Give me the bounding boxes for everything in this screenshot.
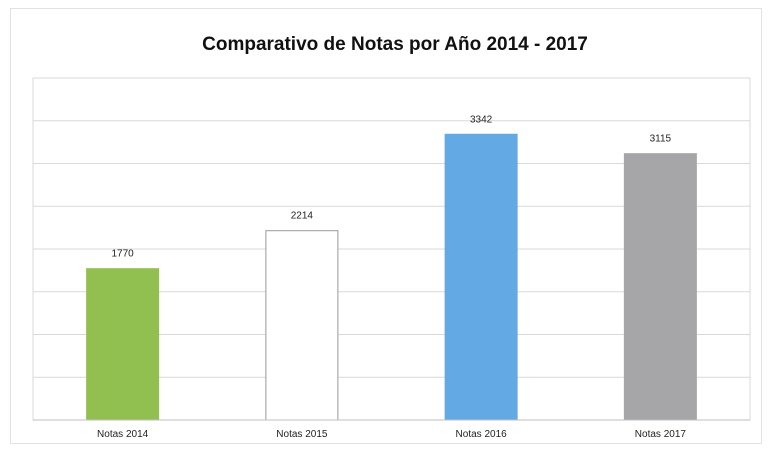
x-tick-label: Notas 2015 [276,429,328,440]
x-tick-label: Notas 2017 [635,429,687,440]
data-labels: 1770 2214 3342 3115 [112,114,672,259]
bar-chart: Comparativo de Notas por Año 2014 - 2017… [32,34,751,440]
x-tick-label: Notas 2014 [97,429,149,440]
data-label: 2214 [291,211,314,222]
bar-notas-2015 [265,230,339,421]
x-axis-ticks: Notas 2014 Notas 2015 Notas 2016 Notas 2017 [97,429,686,440]
bar-notas-2017 [623,153,697,421]
chart-frame: Comparativo de Notas por Año 2014 - 2017… [10,8,762,444]
chart-title: Comparativo de Notas por Año 2014 - 2017 [202,34,588,55]
bar-notas-2016 [444,133,518,421]
data-label: 3115 [650,134,672,145]
bar-notas-2014 [86,268,160,421]
bars [86,133,697,421]
x-tick-label: Notas 2016 [456,429,508,440]
data-label: 1770 [112,249,135,260]
data-label: 3342 [470,114,493,125]
